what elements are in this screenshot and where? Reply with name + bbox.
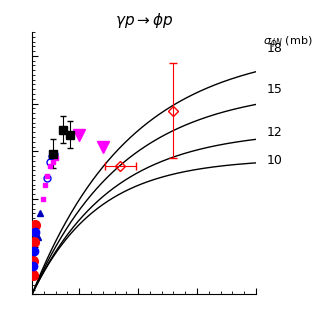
Text: 18: 18 — [267, 42, 283, 55]
Text: $\sigma_{\phi N}$ (mb): $\sigma_{\phi N}$ (mb) — [263, 35, 312, 51]
Text: 15: 15 — [267, 83, 283, 96]
Title: $\gamma p \rightarrow \phi p$: $\gamma p \rightarrow \phi p$ — [115, 11, 173, 30]
Text: 12: 12 — [267, 126, 283, 139]
Text: 10: 10 — [267, 154, 283, 167]
